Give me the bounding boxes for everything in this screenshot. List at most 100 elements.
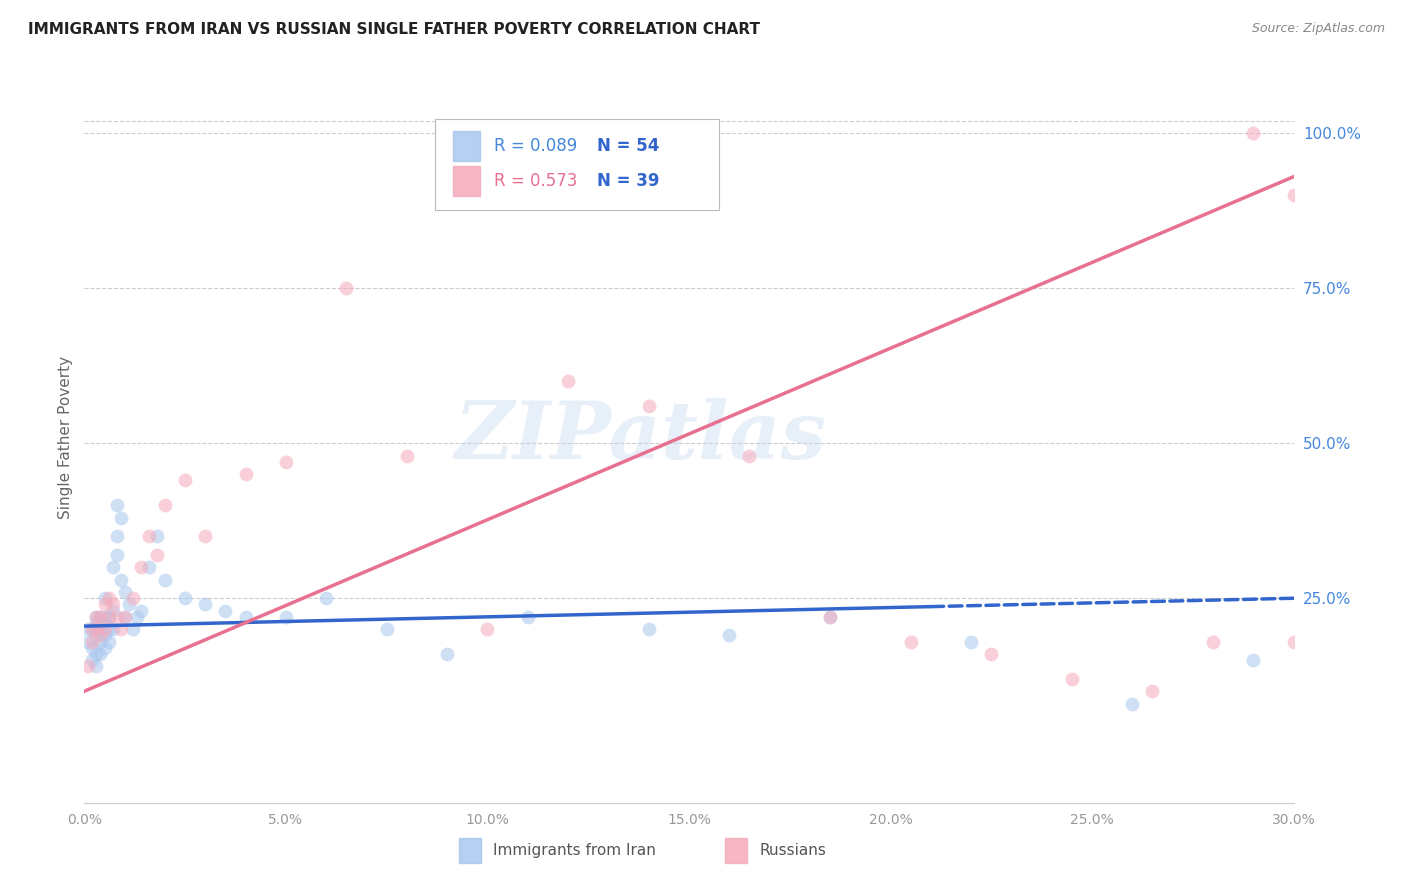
Point (82, 622, 104, 636)
Point (97, 610, 120, 624)
Point (101, 560, 124, 574)
Point (93, 622, 115, 636)
Point (105, 610, 128, 624)
Point (557, 374, 579, 388)
Point (114, 585, 136, 599)
Text: Immigrants from Iran: Immigrants from Iran (494, 843, 657, 858)
Point (105, 529, 128, 543)
Point (93, 628, 115, 642)
Point (980, 647, 1002, 661)
Text: IMMIGRANTS FROM IRAN VS RUSSIAN SINGLE FATHER POVERTY CORRELATION CHART: IMMIGRANTS FROM IRAN VS RUSSIAN SINGLE F… (28, 22, 761, 37)
Point (86, 615, 108, 630)
Point (1282, 188, 1305, 202)
Point (97, 634, 120, 648)
Point (121, 591, 143, 606)
Point (214, 604, 236, 618)
Point (86, 610, 108, 624)
Point (718, 628, 741, 642)
Bar (453, 166, 479, 196)
Point (101, 604, 124, 618)
Point (138, 560, 160, 574)
Point (129, 604, 152, 618)
Point (114, 610, 136, 624)
Point (101, 622, 124, 636)
Point (395, 449, 418, 463)
Point (174, 474, 197, 488)
Point (97, 622, 120, 636)
Point (375, 622, 398, 636)
Point (114, 610, 136, 624)
Point (89, 647, 111, 661)
Point (93, 640, 115, 655)
Point (274, 455, 297, 469)
Point (138, 529, 160, 543)
Point (86, 622, 108, 636)
Y-axis label: Single Father Poverty: Single Father Poverty (58, 356, 73, 518)
Point (174, 591, 197, 606)
Point (82, 640, 104, 655)
Point (110, 622, 132, 636)
Point (82, 653, 104, 667)
Point (1282, 634, 1305, 648)
Point (101, 598, 124, 612)
Point (105, 548, 128, 562)
Text: R = 0.573: R = 0.573 (495, 172, 578, 190)
Point (516, 610, 538, 624)
Text: N = 39: N = 39 (598, 172, 659, 190)
Bar (453, 130, 479, 161)
Point (194, 529, 217, 543)
Point (89, 622, 111, 636)
Point (235, 467, 257, 482)
Point (194, 598, 217, 612)
Point (315, 591, 337, 606)
Point (110, 573, 132, 587)
Point (89, 610, 111, 624)
Point (89, 610, 111, 624)
Point (86, 610, 108, 624)
Point (86, 659, 108, 673)
Bar (460, 838, 481, 863)
Text: ZIPatlas: ZIPatlas (454, 399, 827, 475)
Point (1121, 697, 1143, 711)
Point (153, 573, 176, 587)
Text: Russians: Russians (759, 843, 825, 858)
Point (1202, 634, 1225, 648)
Point (900, 634, 922, 648)
Point (93, 598, 115, 612)
Point (818, 610, 841, 624)
Point (637, 399, 659, 413)
Point (82, 634, 104, 648)
Point (1142, 684, 1164, 698)
Point (818, 610, 841, 624)
Point (118, 598, 141, 612)
Point (235, 610, 257, 624)
Point (105, 498, 128, 512)
Point (146, 548, 169, 562)
Point (89, 634, 111, 648)
Point (1241, 126, 1264, 140)
Point (146, 529, 169, 543)
Point (97, 591, 120, 606)
Text: N = 54: N = 54 (598, 137, 659, 155)
Point (125, 610, 148, 624)
Point (93, 591, 115, 606)
Point (82, 622, 104, 636)
Point (274, 610, 297, 624)
Point (335, 281, 357, 295)
Point (637, 622, 659, 636)
Point (960, 634, 983, 648)
Point (77, 634, 100, 648)
Text: Source: ZipAtlas.com: Source: ZipAtlas.com (1251, 22, 1385, 36)
Point (153, 498, 176, 512)
Point (93, 610, 115, 624)
Point (129, 560, 152, 574)
Point (97, 610, 120, 624)
Point (1241, 653, 1264, 667)
Point (77, 659, 100, 673)
Point (86, 628, 108, 642)
Point (89, 628, 111, 642)
Point (77, 622, 100, 636)
Point (93, 615, 115, 630)
Point (121, 622, 143, 636)
Text: R = 0.089: R = 0.089 (495, 137, 578, 155)
